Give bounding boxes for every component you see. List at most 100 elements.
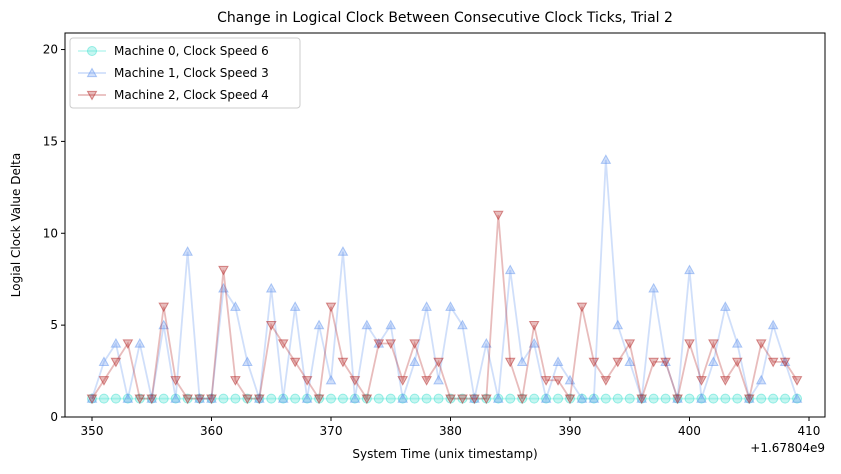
marker: [564, 374, 576, 385]
marker: [385, 339, 397, 350]
marker: [648, 282, 659, 293]
marker: [504, 264, 516, 275]
x-axis-label: System Time (unix timestamp): [352, 447, 537, 461]
marker: [110, 357, 122, 368]
marker: [731, 337, 743, 348]
marker: [755, 374, 767, 385]
marker: [719, 301, 731, 311]
marker: [194, 394, 205, 405]
marker: [397, 376, 409, 386]
marker: [218, 265, 229, 276]
marker: [277, 393, 289, 403]
y-tick-label: 0: [50, 410, 58, 424]
marker: [301, 393, 313, 403]
marker: [780, 393, 791, 404]
marker: [182, 394, 193, 405]
marker: [409, 339, 420, 350]
marker: [170, 376, 182, 386]
marker: [86, 90, 98, 101]
marker: [553, 393, 564, 404]
marker: [122, 339, 134, 350]
marker: [684, 339, 695, 350]
y-tick-label: 5: [50, 318, 58, 332]
marker: [660, 357, 671, 368]
marker: [230, 393, 241, 404]
marker: [301, 376, 313, 386]
marker: [732, 393, 743, 404]
marker: [385, 393, 396, 404]
marker: [158, 319, 170, 330]
marker: [134, 337, 146, 348]
marker: [313, 319, 325, 330]
marker: [289, 357, 301, 368]
legend-label: Machine 1, Clock Speed 3: [114, 66, 269, 80]
marker: [624, 339, 636, 350]
marker: [624, 356, 636, 366]
y-axis-label: Logial Clock Value Delta: [9, 153, 23, 297]
marker: [660, 393, 671, 404]
marker: [242, 356, 253, 366]
marker: [98, 393, 109, 404]
marker: [588, 357, 600, 368]
marker: [492, 210, 504, 221]
x-tick-label: 400: [678, 424, 701, 438]
marker: [433, 393, 444, 404]
series: [86, 210, 803, 405]
marker: [492, 393, 504, 403]
marker: [230, 376, 241, 386]
marker: [696, 393, 707, 403]
marker: [612, 393, 623, 404]
marker: [600, 376, 612, 386]
marker: [266, 393, 277, 404]
marker: [516, 356, 528, 366]
marker: [791, 393, 803, 403]
marker: [230, 301, 241, 311]
legend: Machine 0, Clock Speed 6 Machine 1, Clock…: [69, 37, 301, 109]
marker: [87, 46, 97, 56]
marker: [206, 394, 217, 405]
marker: [612, 357, 624, 368]
marker: [385, 319, 397, 330]
marker: [373, 393, 384, 404]
marker: [516, 394, 528, 405]
marker: [588, 393, 600, 403]
marker: [313, 394, 325, 405]
marker: [242, 394, 253, 405]
marker: [540, 376, 552, 386]
y-tick-label: 15: [43, 134, 58, 148]
marker: [421, 393, 432, 404]
marker: [182, 246, 193, 256]
marker: [146, 394, 158, 405]
marker: [624, 393, 635, 404]
marker: [325, 374, 337, 385]
marker: [86, 394, 98, 405]
marker: [457, 319, 468, 330]
marker: [648, 393, 659, 404]
marker: [110, 337, 122, 348]
marker: [504, 357, 516, 368]
series: [86, 154, 803, 403]
marker: [265, 321, 277, 331]
marker: [326, 393, 336, 404]
marker: [708, 356, 719, 366]
marker: [421, 376, 432, 386]
marker: [719, 376, 731, 386]
x-tick-label: 410: [798, 424, 821, 438]
marker: [791, 376, 803, 386]
marker: [122, 393, 134, 403]
marker: [684, 264, 695, 275]
marker: [433, 357, 444, 368]
x-offset-label: +1.67804e9: [750, 441, 825, 455]
marker: [696, 376, 707, 386]
marker: [708, 339, 719, 350]
marker: [767, 357, 779, 368]
series: [87, 393, 803, 404]
marker: [731, 357, 743, 368]
marker: [361, 319, 373, 330]
marker: [552, 376, 564, 386]
marker: [98, 356, 110, 366]
marker: [720, 393, 731, 404]
marker: [409, 356, 420, 366]
marker: [768, 393, 779, 404]
